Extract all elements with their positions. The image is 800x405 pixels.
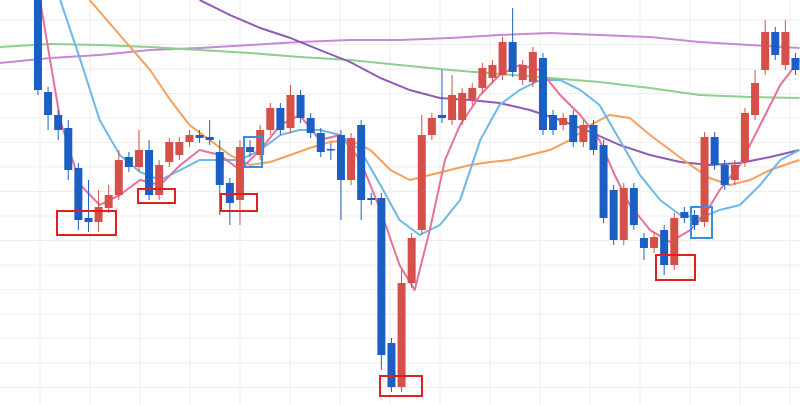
candle-body [74,168,83,220]
highlight-box [243,136,263,168]
candle-body [720,165,729,185]
candle-body [427,118,436,135]
candle-body [417,135,426,230]
candle-body [306,118,315,133]
candle-body [367,198,376,200]
candle-body [559,118,568,125]
candle-body [730,165,739,180]
candle-body [134,150,143,167]
candle-body [276,108,285,130]
highlight-box [690,206,713,239]
candle-body [791,58,800,70]
candle-body [195,135,204,138]
candle-body [165,142,174,162]
candle-body [700,137,709,222]
candle-body [508,42,517,72]
candle-body [569,115,578,142]
candle-body [326,149,335,151]
candle-body [256,130,265,155]
candle-body [771,32,780,55]
candle-body [387,343,396,387]
candle-body [549,115,558,130]
candle-body [336,135,345,180]
candle-body [145,150,154,195]
candle-body [215,152,224,185]
candle-body [498,42,507,75]
candle-body [347,138,356,180]
candle-body [609,190,618,240]
candle-body [761,32,770,70]
candle-body [44,92,53,115]
candle-body [94,207,103,222]
candle-body [518,65,527,80]
highlight-box [56,210,117,236]
candle-body [781,32,790,65]
candle-body [33,0,42,90]
highlight-box [220,193,258,212]
candle-body [619,188,628,240]
candle-body [680,212,689,218]
candle-body [64,128,73,170]
moving-average-line [0,43,800,99]
candle-body [84,218,93,222]
candle-body [437,115,446,118]
candle-body [104,195,113,208]
moving-average-line [199,0,800,166]
candle-body [205,137,214,140]
candle-body [175,142,184,155]
candle-body [478,68,487,88]
candle-body [740,113,749,162]
highlight-box [379,375,423,397]
candle-body [235,147,244,200]
candle-body [155,165,164,195]
candle-body [286,95,295,128]
candle-body [710,137,719,165]
candle-body [407,238,416,283]
highlights [56,136,713,397]
candle-body [488,65,497,78]
candle-body [458,93,467,120]
highlight-box [655,254,696,281]
candle-body [751,83,760,115]
moving-average-line [88,0,800,186]
moving-averages [0,0,800,291]
candles [33,0,800,392]
candle-body [579,125,588,142]
candle-body [448,95,457,120]
candle-body [599,145,608,218]
candle-body [246,147,255,152]
candle-body [124,157,133,167]
candle-body [266,108,275,130]
candle-body [316,133,325,152]
candle-body [377,198,386,355]
candle-body [296,95,305,118]
candle-body [660,230,669,265]
candle-body [670,218,679,265]
candle-body [589,125,598,150]
candle-body [54,115,63,130]
candle-body [690,215,699,225]
candle-body [650,237,659,248]
candle-body [397,283,406,387]
candle-body [114,160,123,195]
candle-body [468,88,477,100]
moving-average-line [0,32,800,64]
candle-body [639,238,648,248]
candle-body [629,188,638,225]
candle-body [528,52,537,82]
candle-body [538,58,547,130]
candle-body [185,135,194,142]
candle-body [357,125,366,200]
highlight-box [137,188,176,204]
